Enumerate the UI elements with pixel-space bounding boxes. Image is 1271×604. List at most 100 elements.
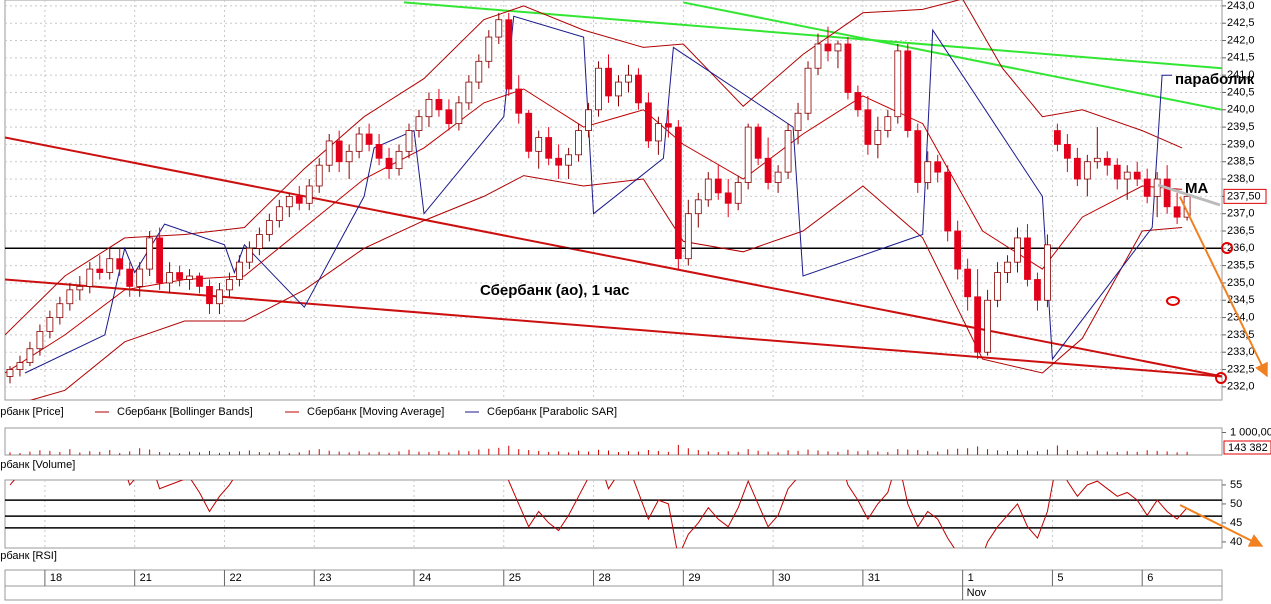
y-tick-label: 234,5: [1227, 294, 1255, 306]
month-label: Nov: [967, 587, 987, 599]
candle-body: [1133, 171, 1141, 180]
candle-body: [1034, 279, 1041, 301]
candle-body: [1163, 178, 1171, 208]
y-tick-label: 235,5: [1227, 260, 1255, 272]
candle-body: [465, 81, 473, 104]
candle-body: [774, 171, 782, 183]
candle-body: [206, 286, 213, 305]
candle-body: [265, 220, 273, 235]
candle-body: [1093, 157, 1101, 163]
rsi-panel: [4, 479, 1223, 549]
y-tick-label: 243,0: [1227, 0, 1255, 12]
candle-body: [625, 74, 632, 83]
legend-label: Сбербанк [Moving Average]: [307, 406, 444, 418]
candle-body: [724, 192, 732, 204]
candle-body: [914, 130, 922, 183]
candle-body: [395, 150, 403, 170]
candle-body: [595, 67, 602, 111]
candle-body: [335, 140, 343, 163]
candle-body: [535, 137, 543, 152]
indicator-line: [29, 175, 1183, 400]
candle-body: [146, 237, 154, 270]
ma-annotation: МА: [1185, 180, 1208, 197]
candle-body: [575, 130, 582, 156]
candle-body: [864, 109, 872, 145]
y-tick-label: 233,5: [1227, 329, 1255, 341]
candle-body: [385, 157, 393, 170]
candle-body: [704, 178, 712, 201]
candle-body: [1123, 171, 1131, 180]
y-tick-label: 242,0: [1227, 34, 1255, 46]
candle-body: [674, 126, 682, 260]
y-tick-label: 45: [1230, 517, 1242, 529]
candle-body: [136, 268, 144, 287]
candle-body: [904, 50, 912, 131]
candle-body: [1063, 144, 1071, 159]
y-tick-label: 234,0: [1227, 311, 1255, 323]
candle-body: [16, 362, 24, 370]
target-circle: [1215, 372, 1227, 384]
sar-annotation: параболик: [1175, 71, 1255, 88]
candle-body: [425, 98, 433, 118]
candle-body: [1113, 164, 1121, 180]
candle-body: [844, 43, 852, 93]
y-tick-label: 236,0: [1227, 242, 1255, 254]
candle-body: [325, 140, 333, 166]
candle-body: [246, 247, 253, 263]
y-tick-label: 237,0: [1227, 208, 1255, 220]
x-tick-label: 5: [1057, 572, 1063, 584]
volume-last-label: 143 382: [1228, 442, 1268, 454]
candle-body: [365, 133, 373, 145]
candle-body: [275, 206, 283, 222]
target-circle: [1166, 296, 1180, 306]
last-price-box: [1223, 188, 1267, 204]
candle-body: [714, 178, 722, 194]
candle-body: [226, 279, 233, 291]
candle-body: [1054, 130, 1061, 145]
y-tick-label: 232,5: [1227, 363, 1255, 375]
candle-body: [46, 317, 54, 332]
y-tick-label: 236,5: [1227, 225, 1255, 237]
candle-body: [156, 237, 164, 284]
candle-body: [485, 36, 493, 62]
candle-body: [1153, 178, 1161, 197]
candle-body: [744, 126, 752, 183]
legend-label: Сбербанк [Bollinger Bands]: [117, 406, 253, 418]
candle-body: [415, 116, 423, 131]
candle-body: [1014, 237, 1021, 263]
candle-body: [186, 275, 193, 280]
candle-body: [236, 261, 243, 280]
candle-body: [545, 137, 553, 159]
candle-body: [375, 144, 383, 159]
indicator-line: [5, 88, 1183, 374]
x-tick-label: 22: [229, 572, 241, 584]
candle-body: [764, 157, 772, 183]
candle-body: [1044, 244, 1051, 301]
candle-body: [884, 116, 892, 131]
candle-body: [36, 331, 44, 350]
candle-body: [1004, 261, 1011, 273]
last-price-label: 237,50: [1227, 190, 1261, 202]
volume-name: Сбербанк [Volume]: [0, 459, 75, 471]
candle-body: [1173, 206, 1181, 218]
y-tick-label: 241,5: [1227, 52, 1255, 64]
candle-body: [824, 43, 832, 52]
candle-body: [964, 268, 972, 298]
target-circle: [1221, 242, 1233, 254]
candle-body: [944, 171, 952, 232]
trend-line: [403, 1, 1222, 70]
y-tick-label: 50: [1230, 498, 1242, 510]
y-tick-label: 235,0: [1227, 277, 1255, 289]
candle-body: [355, 133, 363, 152]
y-tick-label: 241,0: [1227, 69, 1255, 81]
rsi-forecast-arrow: [1179, 504, 1264, 547]
candle-body: [106, 258, 114, 273]
candle-body: [974, 296, 981, 353]
y-tick-label: 40: [1230, 536, 1242, 548]
y-tick-label: 238,0: [1227, 173, 1255, 185]
candle-body: [585, 109, 592, 131]
x-tick-label: 24: [419, 572, 431, 584]
candle-body: [654, 123, 662, 142]
candle-body: [405, 130, 413, 152]
candle-body: [315, 164, 323, 187]
